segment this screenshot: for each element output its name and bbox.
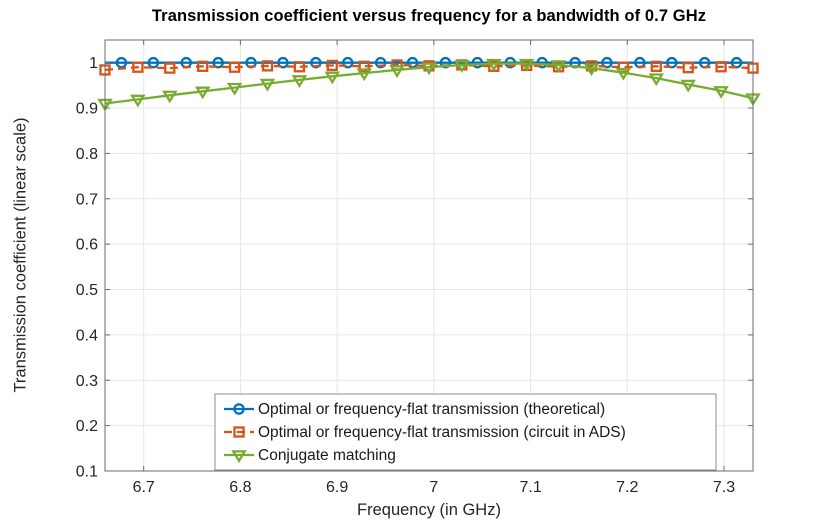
x-tick-label: 6.7 xyxy=(133,479,155,496)
y-tick-label: 0.9 xyxy=(76,101,98,118)
series-marker xyxy=(406,56,419,69)
series-marker xyxy=(291,75,308,88)
series-marker xyxy=(115,56,128,69)
series-marker xyxy=(194,86,211,100)
series-marker xyxy=(389,65,405,78)
series-marker xyxy=(226,82,243,96)
series-marker xyxy=(233,403,245,415)
y-tick-label: 0.8 xyxy=(76,146,98,163)
legend-item-1: Optimal or frequency-flat transmission (… xyxy=(224,424,626,441)
series-marker xyxy=(147,56,160,69)
chart-title: Transmission coefficient versus frequenc… xyxy=(151,7,707,25)
series-marker xyxy=(518,58,535,72)
series-marker xyxy=(650,60,662,72)
series-marker xyxy=(277,56,289,69)
series-marker xyxy=(324,71,341,85)
series-marker xyxy=(439,56,452,69)
series-marker xyxy=(293,61,306,73)
legend-item-2: Conjugate matching xyxy=(224,447,396,464)
series-marker xyxy=(130,94,146,108)
series-marker xyxy=(261,60,274,72)
legend-box xyxy=(214,393,717,471)
series-marker xyxy=(715,61,727,73)
series-marker xyxy=(471,56,484,69)
series-line xyxy=(104,63,754,72)
legend-item-0: Optimal or frequency-flat transmission (… xyxy=(224,401,605,418)
series-marker xyxy=(162,90,178,104)
series-marker xyxy=(550,60,567,73)
y-axis-label: Transmission coefficient (linear scale) xyxy=(11,117,30,393)
series-marker xyxy=(228,61,241,73)
series-marker xyxy=(486,58,502,72)
x-tick-label: 7.1 xyxy=(519,479,541,496)
legend-label: Optimal or frequency-flat transmission (… xyxy=(258,401,605,418)
series-marker xyxy=(132,61,144,73)
series-marker xyxy=(454,60,470,73)
series-marker xyxy=(583,63,600,77)
series-marker xyxy=(233,426,245,438)
tick-marks xyxy=(105,40,753,472)
series-marker xyxy=(212,56,224,69)
series-marker xyxy=(259,78,276,92)
series-marker xyxy=(421,62,437,76)
series-marker xyxy=(713,86,729,99)
x-tick-label: 7.2 xyxy=(616,479,638,496)
series-marker xyxy=(374,56,387,69)
y-tick-label: 0.1 xyxy=(76,464,98,481)
series-marker xyxy=(648,73,665,87)
series-marker xyxy=(730,56,743,69)
legend-label: Conjugate matching xyxy=(258,447,396,464)
series-2 xyxy=(97,58,761,112)
y-tick-label: 0.7 xyxy=(76,191,98,208)
series-marker xyxy=(197,60,209,72)
series-marker xyxy=(615,67,632,81)
series-line xyxy=(104,62,754,105)
y-tick-label: 0.6 xyxy=(76,237,98,254)
tick-labels: 6.7 6.8 6.9 7 7.1 7.2 7.3 0.1 0.2 0.3 0.4 0.5 0.6 0.7… xyxy=(76,55,735,496)
y-tick-label: 0.5 xyxy=(76,282,98,299)
x-tick-label: 6.8 xyxy=(229,479,251,496)
series-marker xyxy=(326,59,338,72)
series-marker xyxy=(536,56,548,69)
series-marker xyxy=(680,79,696,93)
series-marker xyxy=(164,62,176,74)
series-marker xyxy=(358,60,370,72)
axes-box xyxy=(104,39,754,472)
x-tick-label: 7.3 xyxy=(713,479,735,496)
x-tick-label: 6.9 xyxy=(326,479,348,496)
y-tick-label: 0.2 xyxy=(76,418,98,435)
y-tick-label: 1 xyxy=(89,55,98,72)
series-marker xyxy=(601,56,613,69)
legend: Optimal or frequency-flat transmission (… xyxy=(214,393,717,471)
y-tick-label: 0.4 xyxy=(76,327,98,344)
legend-label: Optimal or frequency-flat transmission (… xyxy=(258,424,626,441)
series-marker xyxy=(342,56,354,69)
x-axis-label: Frequency (in GHz) xyxy=(357,501,501,519)
y-tick-label: 0.3 xyxy=(76,373,98,390)
series-marker xyxy=(310,56,322,69)
series-marker xyxy=(666,56,678,69)
x-tick-label: 7 xyxy=(429,479,438,496)
series-marker xyxy=(682,62,694,74)
series-marker xyxy=(356,68,372,82)
series-marker xyxy=(231,450,247,464)
